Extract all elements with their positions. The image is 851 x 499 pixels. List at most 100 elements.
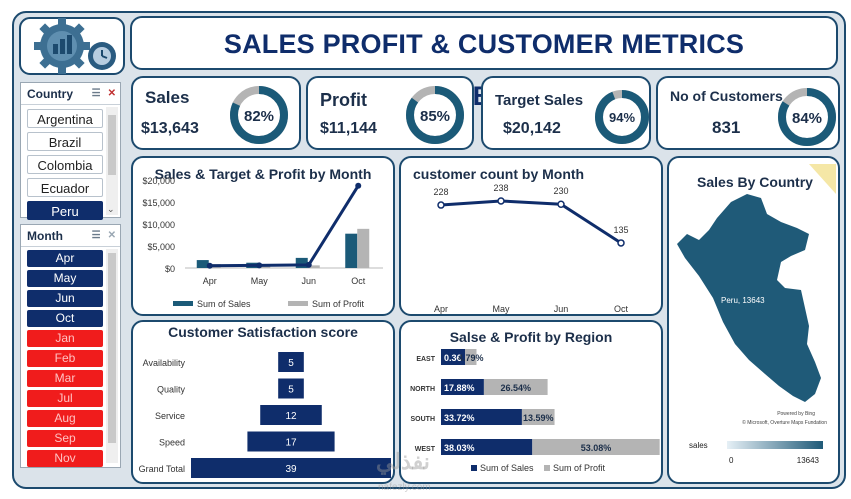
chart-title: Salse & Profit by Region <box>449 329 613 345</box>
category-label: Quality <box>157 385 186 395</box>
map-legend-gradient <box>727 441 823 449</box>
month-item-feb[interactable]: Feb <box>27 350 103 367</box>
map-legend-min: 0 <box>729 456 734 465</box>
kpi-label: Profit <box>320 90 367 110</box>
satisfaction-bar <box>260 405 322 425</box>
data-label: 238 <box>493 183 508 193</box>
data-label-profit: 53.08% <box>581 443 612 453</box>
dashboard-title-card: SALES PROFIT & CUSTOMER METRICS DASHBOAR… <box>130 16 838 111</box>
month-item-oct[interactable]: Oct <box>27 310 103 327</box>
bar-profit <box>532 439 660 455</box>
month-item-mar[interactable]: Mar <box>27 370 103 387</box>
x-tick-label: Oct <box>351 276 366 286</box>
month-item-aug[interactable]: Aug <box>27 410 103 427</box>
kpi-percent: 82% <box>244 108 274 125</box>
multi-select-icon[interactable]: ☰ <box>91 88 101 99</box>
map-legend-title: sales <box>689 441 708 450</box>
scrollbar-thumb[interactable] <box>108 115 116 175</box>
kpi-donut: 84% <box>778 88 836 146</box>
chevron-down-icon[interactable]: ⌄ <box>107 204 115 214</box>
clear-filter-icon[interactable]: ✕ <box>107 230 116 241</box>
chart-card-satisfaction: Customer Satisfaction score Availability… <box>131 320 395 484</box>
x-tick-label: May <box>492 304 510 314</box>
legend-swatch-profit <box>288 301 308 306</box>
kpi-value: 831 <box>712 118 741 137</box>
month-item-apr[interactable]: Apr <box>27 250 103 267</box>
kpi-card-target-sales: Target Sales $20,142 94% <box>481 76 651 150</box>
bar-profit <box>521 409 555 425</box>
satisfaction-bar <box>278 378 304 399</box>
country-slicer-scrollbar[interactable]: ⌄ <box>106 107 118 215</box>
chart-title: Sales & Target & Profit by Month <box>154 166 372 182</box>
watermark-url: nafezly.com <box>378 482 431 493</box>
bar-profit <box>357 228 370 268</box>
month-slicer[interactable]: Month ☰ ✕ Apr May Jun Oct Jan Feb Mar Ju… <box>20 224 121 468</box>
target-line <box>209 184 360 268</box>
clear-filter-icon[interactable]: ✕ <box>107 88 116 99</box>
country-item-peru[interactable]: Peru <box>27 201 103 220</box>
month-item-jan[interactable]: Jan <box>27 330 103 347</box>
month-item-may[interactable]: May <box>27 270 103 287</box>
data-label: 12 <box>285 411 297 422</box>
map-selection-corner <box>809 164 836 194</box>
map-credit-bing: Powered by Bing <box>777 411 815 417</box>
y-tick-label: $15,000 <box>142 198 175 208</box>
country-item-argentina[interactable]: Argentina <box>27 109 103 128</box>
bar-sales <box>441 409 522 425</box>
month-slicer-scrollbar[interactable] <box>106 249 118 463</box>
data-label: 5 <box>288 358 294 369</box>
chart-title: customer count by Month <box>413 166 585 182</box>
x-tick-label: May <box>251 276 269 286</box>
y-tick-label: $20,000 <box>142 176 175 186</box>
map-data-label: Peru, 13643 <box>721 296 765 305</box>
country-item-colombia[interactable]: Colombia <box>27 155 103 174</box>
bar-sales <box>345 233 358 268</box>
month-item-jul[interactable]: Jul <box>27 390 103 407</box>
target-point <box>355 182 362 189</box>
x-tick-label: Oct <box>614 304 629 314</box>
scrollbar-thumb[interactable] <box>108 253 116 443</box>
data-label-sales: 0.3€ <box>444 353 462 363</box>
chart-card-region: Salse & Profit by Region EAST 0.3€ 4.79% NO… <box>399 320 663 484</box>
x-tick-label: Jun <box>554 304 569 314</box>
region-label: WEST <box>415 446 436 453</box>
month-item-sep[interactable]: Sep <box>27 430 103 447</box>
country-item-ecuador[interactable]: Ecuador <box>27 178 103 197</box>
data-label: 228 <box>433 187 448 197</box>
bar-sales <box>441 379 484 395</box>
satisfaction-bar <box>247 431 335 452</box>
legend-label-sales: Sum of Sales <box>197 299 251 309</box>
peru-shape[interactable] <box>677 194 821 402</box>
legend-swatch-profit <box>544 465 550 471</box>
bar-sales <box>441 439 533 455</box>
data-label-sales: 38.03% <box>444 443 475 453</box>
x-tick-label: Apr <box>203 276 217 286</box>
target-point <box>206 262 213 269</box>
x-tick-label: Apr <box>434 304 448 314</box>
satisfaction-bar <box>191 458 391 478</box>
customer-point <box>497 197 505 205</box>
kpi-value: $11,144 <box>320 120 377 137</box>
kpi-card-customers: No of Customers 831 84% <box>656 76 840 150</box>
data-label: 17 <box>285 438 297 449</box>
legend-swatch-sales <box>471 465 477 471</box>
region-label: EAST <box>416 356 435 363</box>
month-item-nov[interactable]: Nov <box>27 450 103 467</box>
data-label: 230 <box>553 186 568 196</box>
chart-card-sales-target-profit: Sales & Target & Profit by Month $0 $5,00… <box>131 156 395 316</box>
category-label: Service <box>155 411 185 421</box>
customer-point <box>437 201 445 209</box>
country-slicer[interactable]: Country ☰ ✕ Argentina Brazil Colombia Ec… <box>20 82 121 220</box>
customer-point <box>557 200 565 208</box>
country-slicer-title: Country <box>27 86 73 101</box>
kpi-card-sales: Sales $13,643 82% <box>131 76 301 150</box>
watermark-arabic: نفذلي <box>376 449 430 474</box>
logo <box>18 16 126 76</box>
data-label-profit: 4.79% <box>458 353 484 363</box>
multi-select-icon[interactable]: ☰ <box>91 230 101 241</box>
map-title: Sales By Country <box>697 174 813 190</box>
country-item-brazil[interactable]: Brazil <box>27 132 103 151</box>
data-label: 5 <box>288 385 294 396</box>
customer-count-chart: 228 Apr 238 May 230 Jun 135 Oct <box>433 183 629 314</box>
month-item-jun[interactable]: Jun <box>27 290 103 307</box>
